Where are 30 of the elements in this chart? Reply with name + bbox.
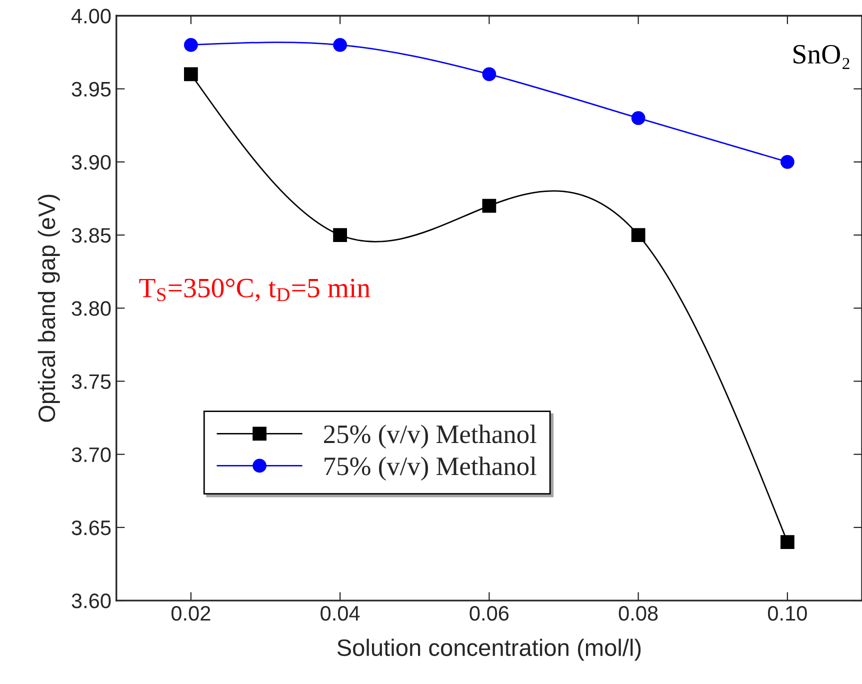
point	[333, 38, 348, 52]
x-tick-label: 0.06	[470, 606, 509, 621]
legend-label: 25% (v/v) Methanol	[324, 424, 536, 449]
legend-label: 75% (v/v) Methanol	[324, 456, 536, 481]
point	[184, 38, 198, 52]
y-tick-label: 3.75	[72, 374, 111, 389]
y-tick-label: 3.70	[72, 447, 111, 462]
point	[631, 228, 646, 242]
y-tick-label: 3.60	[72, 594, 111, 608]
point	[333, 228, 348, 242]
y-tick-label: 3.85	[72, 228, 111, 243]
point	[482, 67, 496, 82]
y-tick-label: 3.95	[72, 82, 111, 97]
point	[184, 67, 198, 82]
y-tick-label: 3.65	[72, 520, 111, 536]
x-tick-label: 0.10	[768, 606, 807, 621]
y-axis-title: Optical band gap (eV)	[38, 194, 60, 422]
annotation: SnO₂	[794, 44, 850, 70]
annotation: T$_{S}$=350°C, t$_{D}$=5 min	[139, 278, 370, 302]
x-tick-label: 0.02	[171, 606, 210, 621]
y-tick-label: 4.00	[71, 8, 111, 24]
point	[780, 154, 794, 169]
y-tick-label: 3.80	[72, 301, 111, 316]
point	[631, 111, 646, 126]
point	[482, 198, 496, 213]
x-tick-label: 0.04	[320, 606, 360, 621]
y-tick-label: 3.90	[72, 154, 111, 170]
point	[780, 535, 794, 550]
x-tick-label: 0.08	[618, 606, 658, 621]
x-axis-title: Solution concentration (mol/l)	[337, 638, 641, 661]
